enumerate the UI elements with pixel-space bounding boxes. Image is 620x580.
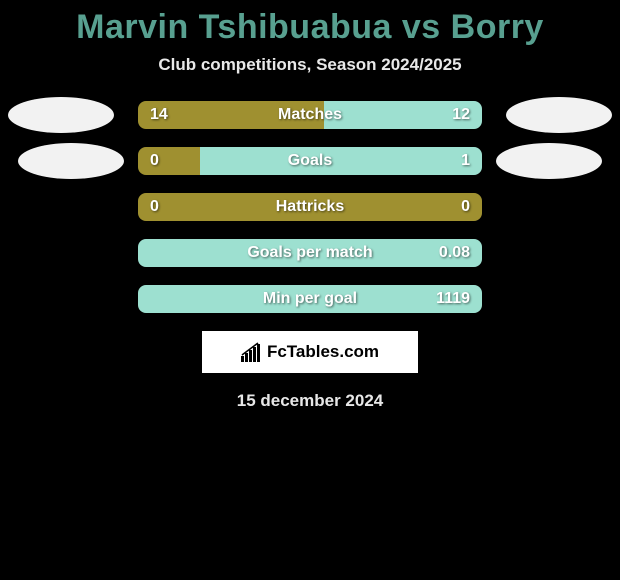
- player-right-avatar: [506, 97, 612, 133]
- date-text: 15 december 2024: [0, 391, 620, 411]
- stat-row: 1119Min per goal: [0, 285, 620, 313]
- stat-row: 01Goals: [0, 147, 620, 175]
- subtitle: Club competitions, Season 2024/2025: [0, 55, 620, 75]
- comparison-chart: 1412Matches 01Goals 00Hattricks 0.08Goals p…: [0, 101, 620, 313]
- stat-row: 0.08Goals per match: [0, 239, 620, 267]
- page-title: Marvin Tshibuabua vs Borry: [0, 0, 620, 47]
- stat-label: Hattricks: [138, 193, 482, 221]
- stat-label: Goals: [138, 147, 482, 175]
- stat-label: Goals per match: [138, 239, 482, 267]
- stat-label: Min per goal: [138, 285, 482, 313]
- stat-row: 1412Matches: [0, 101, 620, 129]
- brand-text: FcTables.com: [267, 342, 379, 362]
- stat-row: 00Hattricks: [0, 193, 620, 221]
- player-right-avatar: [496, 143, 602, 179]
- brand-bars-icon: [241, 342, 263, 362]
- brand-box: FcTables.com: [202, 331, 418, 373]
- stat-label: Matches: [138, 101, 482, 129]
- player-left-avatar: [18, 143, 124, 179]
- player-left-avatar: [8, 97, 114, 133]
